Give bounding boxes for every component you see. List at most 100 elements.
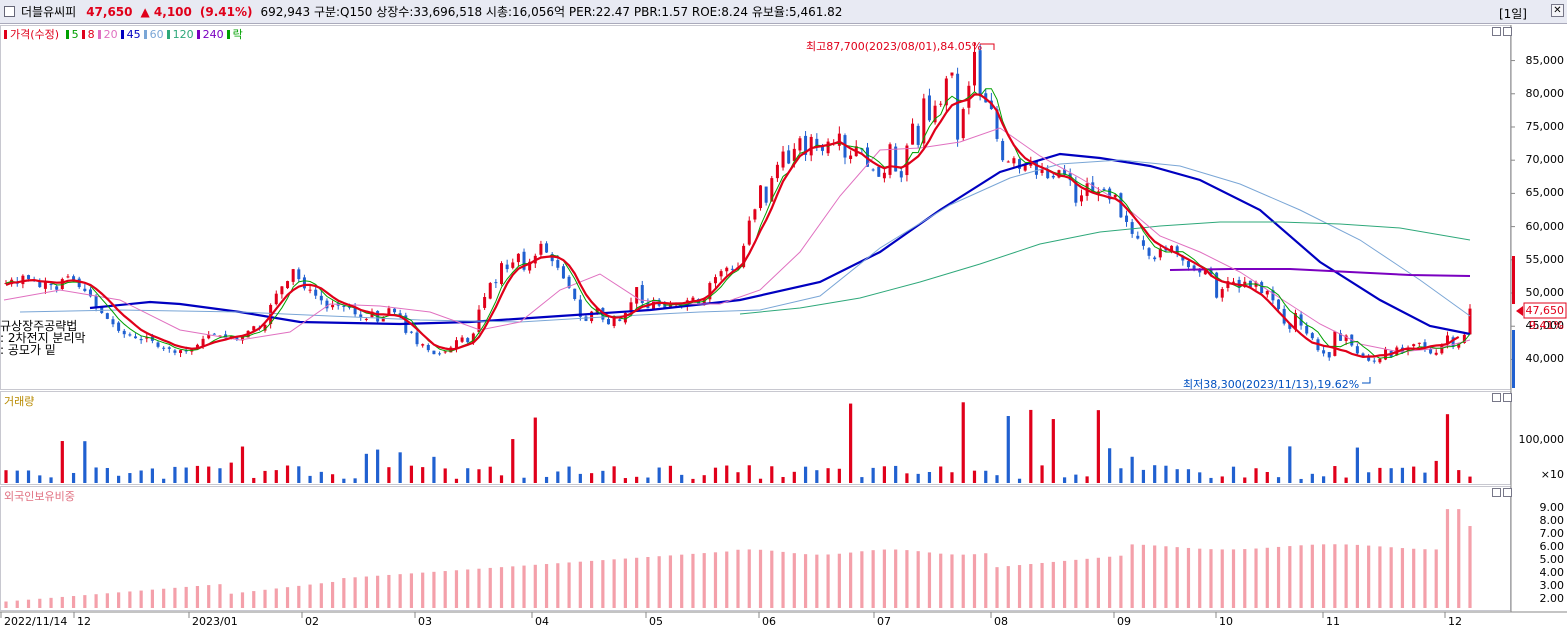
price-tick: 60,000	[1525, 219, 1565, 233]
close-icon: ✕	[1553, 5, 1562, 16]
select-checkbox[interactable]	[4, 6, 15, 17]
candle-body	[663, 303, 667, 308]
ma-lines	[3, 88, 1471, 359]
candle-body	[145, 337, 149, 339]
ma45-line	[89, 152, 1471, 336]
candle-body	[539, 243, 543, 255]
volume-bar	[1220, 476, 1224, 483]
volume-bar	[330, 474, 335, 483]
candle-body	[488, 283, 492, 299]
foreign-bar	[905, 550, 909, 608]
panel-close-button[interactable]	[1503, 393, 1512, 402]
candle-body	[1271, 290, 1275, 301]
candle-body	[1260, 282, 1264, 294]
candle-body	[516, 253, 520, 263]
volume-bar	[1017, 478, 1022, 483]
volume-bar	[443, 468, 447, 483]
foreign-bar	[376, 575, 380, 608]
foreign-bar	[1231, 549, 1236, 608]
foreign-bar	[567, 562, 571, 608]
volume-bar	[387, 467, 391, 483]
foreign-bar	[837, 553, 841, 608]
candle-body	[60, 279, 64, 290]
foreign-bar	[477, 568, 481, 608]
volume-bar	[240, 446, 245, 483]
candle-body	[713, 277, 717, 284]
candle-body	[764, 186, 768, 203]
foreign-bar	[578, 561, 582, 608]
volume-bar	[353, 478, 357, 483]
volume-bar	[1457, 470, 1461, 483]
candle-body	[584, 316, 588, 321]
candle-body	[88, 289, 92, 297]
candle-body	[471, 333, 475, 343]
chart-note: 규상장주공략법	[0, 319, 78, 333]
volume-bar	[972, 470, 977, 483]
foreign-bar	[950, 554, 954, 608]
candle-body	[359, 314, 363, 318]
candle-body	[922, 98, 926, 144]
price-tick: 50,000	[1525, 286, 1565, 300]
price-tick: 70,000	[1525, 153, 1565, 167]
foreign-tick: 9.00	[1539, 500, 1565, 514]
candle-body	[1175, 246, 1179, 254]
volume-bar	[556, 471, 560, 483]
candle-body	[618, 319, 622, 321]
candle-body	[888, 144, 892, 175]
foreign-bar	[1276, 546, 1281, 608]
foreign-bar	[1096, 557, 1100, 608]
candle-body	[1051, 175, 1055, 178]
panel-max-button[interactable]	[1492, 488, 1501, 497]
foreign-panel-frame	[0, 486, 1511, 611]
foreign-bar	[83, 595, 87, 608]
candle-body	[1310, 333, 1314, 339]
candle-body	[792, 148, 796, 161]
foreign-tick: 2.00	[1539, 591, 1565, 605]
volume-panel-frame	[0, 391, 1511, 485]
ma-legend-3: 45	[126, 28, 141, 41]
candle-body	[1372, 360, 1376, 362]
volume-bar	[1231, 466, 1236, 483]
candle-body	[1158, 248, 1162, 258]
ma-legend-0: 5	[71, 28, 79, 41]
volume-bar	[635, 476, 639, 483]
volume-bars	[4, 402, 1472, 483]
candle-body	[4, 283, 8, 285]
panel-max-button[interactable]	[1492, 27, 1501, 36]
volume-bar	[1276, 477, 1281, 483]
ma-legend-5: 120	[172, 28, 194, 41]
candle-body	[111, 319, 115, 325]
foreign-bar	[1074, 559, 1078, 608]
volume-bar	[522, 477, 526, 483]
volume-bar	[71, 472, 76, 483]
candle-body	[483, 297, 487, 308]
candle-body	[522, 251, 526, 270]
candle-body	[1091, 182, 1095, 193]
panel-max-button[interactable]	[1492, 393, 1501, 402]
foreign-bar	[691, 553, 695, 608]
foreign-bar	[4, 601, 8, 608]
foreign-bar	[747, 549, 751, 608]
candle-body	[1141, 240, 1145, 246]
candle-body	[1322, 350, 1326, 354]
candle-body	[1220, 289, 1224, 298]
foreign-bar	[71, 596, 76, 608]
foreign-bar	[803, 554, 808, 608]
volume-bar	[1051, 419, 1055, 483]
panel-close-button[interactable]	[1503, 488, 1512, 497]
period-selector[interactable]: [1일]	[1498, 7, 1527, 21]
foreign-bar	[128, 591, 132, 608]
foreign-bar	[1220, 549, 1224, 608]
candle-body	[1046, 169, 1050, 179]
close-button[interactable]: ✕	[1551, 4, 1564, 17]
price-tick: 65,000	[1525, 186, 1565, 200]
panel-close-button[interactable]	[1503, 27, 1512, 36]
candle-body	[1277, 299, 1281, 309]
candle-body	[1215, 272, 1219, 298]
foreign-bar	[601, 560, 605, 608]
volume-bar	[173, 466, 177, 483]
foreign-bar	[162, 588, 166, 608]
candle-body	[21, 275, 25, 285]
ma-legend-2: 20	[103, 28, 118, 41]
volume-bar	[837, 468, 841, 483]
